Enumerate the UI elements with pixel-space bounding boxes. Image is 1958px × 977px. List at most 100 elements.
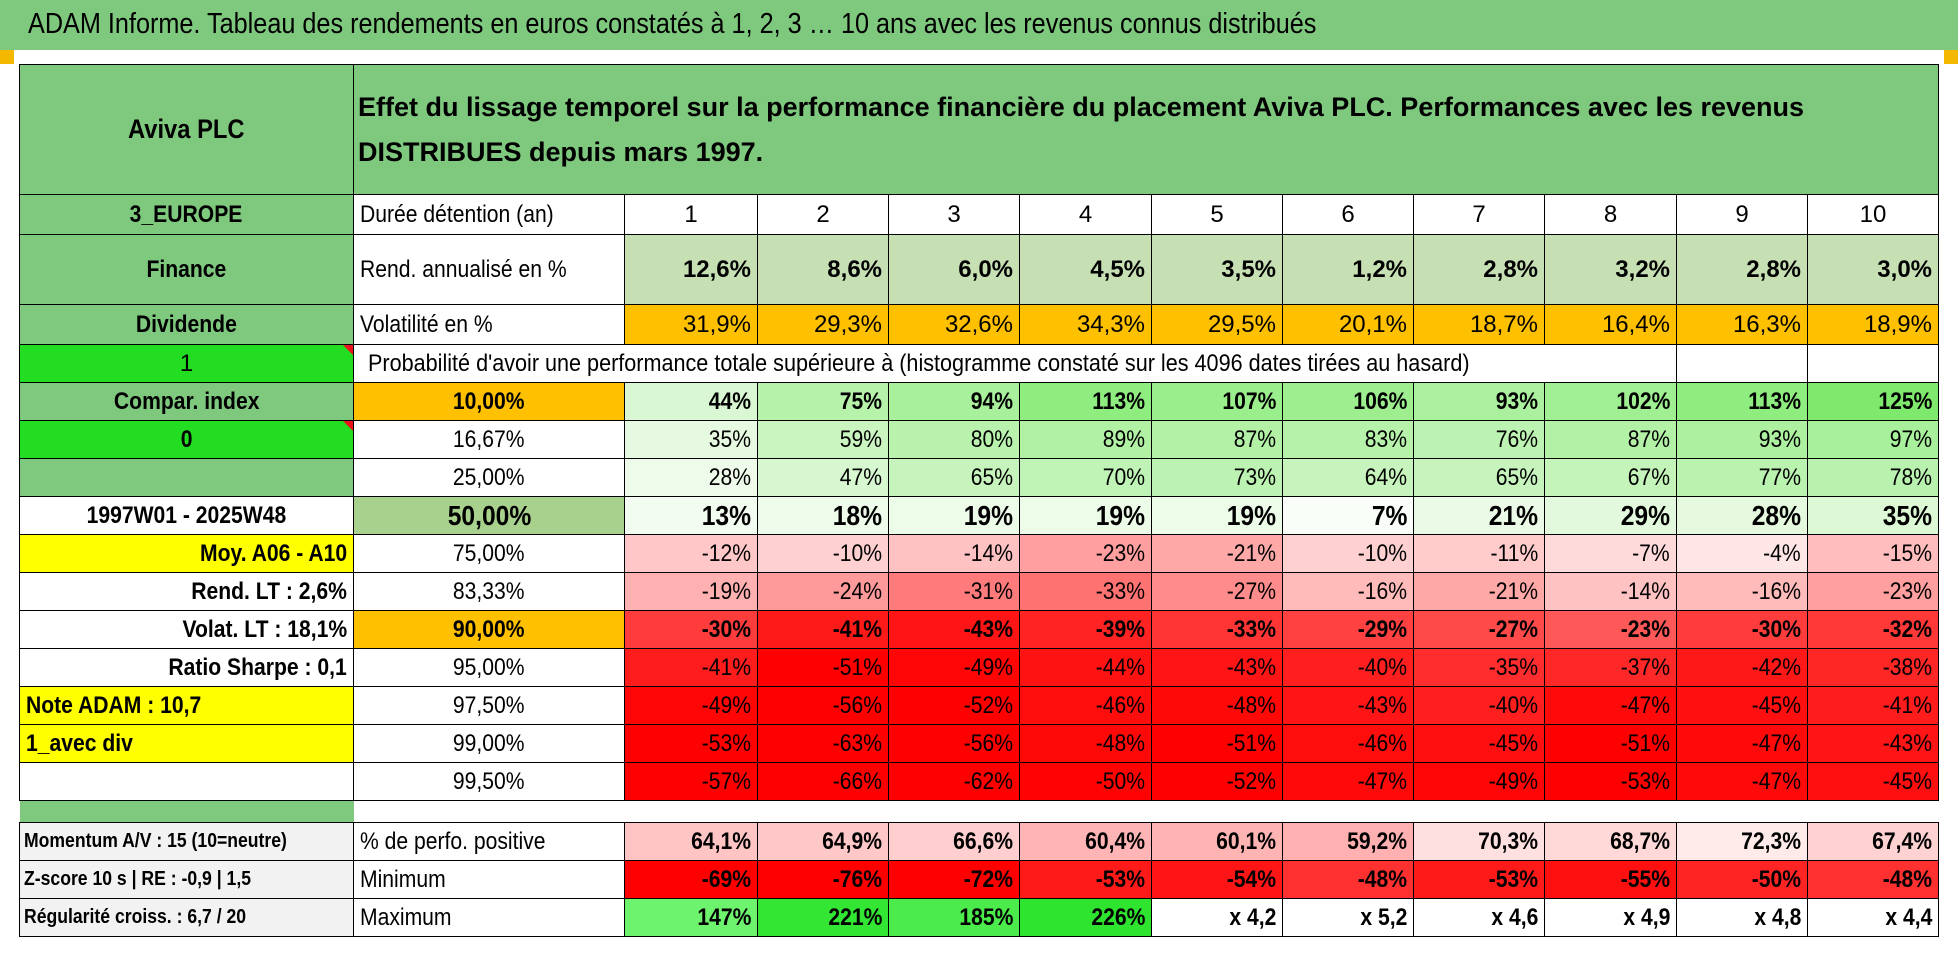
asset-name: Aviva PLC <box>19 64 354 195</box>
probability-value: -29% <box>1282 610 1414 649</box>
probability-value: 65% <box>888 458 1020 497</box>
probability-value: 89% <box>1019 420 1152 459</box>
probability-row: Note ADAM : 10,7 97,50% -49% -56% -52% -46% -4… <box>19 686 1939 725</box>
vol-value: 16,4% <box>1544 304 1677 345</box>
probability-value: -21% <box>1151 534 1283 573</box>
bottom-left-cell: Momentum A/V : 15 (10=neutre) <box>19 822 354 861</box>
compar-flag-cell[interactable]: 0 <box>19 420 354 459</box>
probability-value: 44% <box>624 382 758 421</box>
bottom-left-cell: Z-score 10 s | RE : -0,9 | 1,5 <box>19 860 354 899</box>
probability-value: -27% <box>1151 572 1283 611</box>
probability-value: -39% <box>1019 610 1152 649</box>
bottom-stat-row: Régularité croiss. : 6,7 / 20 Maximum 147%… <box>19 898 1939 937</box>
bottom-stat-value: -53% <box>1413 860 1545 899</box>
bottom-stat-value: -48% <box>1282 860 1414 899</box>
bottom-stat-value: -72% <box>888 860 1020 899</box>
year-header: 2 <box>757 194 889 235</box>
probability-value: 29% <box>1544 496 1677 535</box>
probability-value: -47% <box>1544 686 1677 725</box>
year-header: 10 <box>1807 194 1939 235</box>
probability-value: -16% <box>1282 572 1414 611</box>
probability-value: -23% <box>1019 534 1152 573</box>
probability-value: -12% <box>624 534 758 573</box>
bottom-label-cell: % de perfo. positive <box>353 822 625 861</box>
probability-value: -56% <box>757 686 889 725</box>
threshold-cell: 75,00% <box>353 534 625 573</box>
probability-value: -57% <box>624 762 758 801</box>
bottom-stat-value: 185% <box>888 898 1020 937</box>
performance-table: Aviva PLC Effet du lissage temporel sur … <box>19 64 1939 937</box>
bottom-stat-value: 59,2% <box>1282 822 1414 861</box>
threshold-cell: 95,00% <box>353 648 625 687</box>
probability-row: Compar. index 10,00% 44% 75% 94% 113% 107% 106%… <box>19 382 1939 421</box>
probability-value: 87% <box>1151 420 1283 459</box>
threshold-cell: 83,33% <box>353 572 625 611</box>
probability-value: 113% <box>1676 382 1808 421</box>
probability-value: 75% <box>757 382 889 421</box>
vol-value: 18,7% <box>1413 304 1545 345</box>
threshold-cell: 99,00% <box>353 724 625 763</box>
probability-value: 70% <box>1019 458 1152 497</box>
probability-value: -52% <box>1151 762 1283 801</box>
bottom-stat-value: x 4,9 <box>1544 898 1677 937</box>
probability-value: 65% <box>1413 458 1545 497</box>
vol-value: 34,3% <box>1019 304 1152 345</box>
probability-value: -47% <box>1676 724 1808 763</box>
probability-value: 19% <box>1151 496 1283 535</box>
probability-value: 93% <box>1676 420 1808 459</box>
probability-value: -21% <box>1413 572 1545 611</box>
probability-value: -49% <box>624 686 758 725</box>
probability-value: -43% <box>1807 724 1939 763</box>
rend-value: 3,0% <box>1807 234 1939 305</box>
probability-value: -42% <box>1676 648 1808 687</box>
probability-value: 78% <box>1807 458 1939 497</box>
threshold-cell: 16,67% <box>353 420 625 459</box>
probability-value: 64% <box>1282 458 1414 497</box>
vol-value: 31,9% <box>624 304 758 345</box>
probability-value: -23% <box>1807 572 1939 611</box>
bottom-stat-value: 72,3% <box>1676 822 1808 861</box>
bottom-label-cell: Maximum <box>353 898 625 937</box>
probability-row: Moy. A06 - A10 75,00% -12% -10% -14% -23% -21%… <box>19 534 1939 573</box>
bottom-left-cell: Régularité croiss. : 6,7 / 20 <box>19 898 354 937</box>
empty-cell <box>1676 344 1808 383</box>
probability-value: -53% <box>1544 762 1677 801</box>
year-header: 8 <box>1544 194 1677 235</box>
vol-value: 32,6% <box>888 304 1020 345</box>
corner-marker-left <box>0 50 14 64</box>
probability-value: 47% <box>757 458 889 497</box>
probability-value: -10% <box>1282 534 1414 573</box>
probability-value: -52% <box>888 686 1020 725</box>
probability-title: Probabilité d'avoir une performance tota… <box>353 344 1677 383</box>
bottom-stat-value: 226% <box>1019 898 1152 937</box>
bottom-stat-value: -54% <box>1151 860 1283 899</box>
probability-value: 80% <box>888 420 1020 459</box>
threshold-cell: 25,00% <box>353 458 625 497</box>
report-title: ADAM Informe. Tableau des rendements en … <box>28 8 1317 40</box>
probability-value: 19% <box>1019 496 1152 535</box>
probability-value: -33% <box>1151 610 1283 649</box>
probability-value: 28% <box>1676 496 1808 535</box>
probability-value: -23% <box>1544 610 1677 649</box>
index-flag-cell[interactable]: 1 <box>19 344 354 383</box>
probability-value: 93% <box>1413 382 1545 421</box>
probability-value: 87% <box>1544 420 1677 459</box>
probability-value: -47% <box>1282 762 1414 801</box>
probability-value: 94% <box>888 382 1020 421</box>
probability-value: -49% <box>888 648 1020 687</box>
bottom-stat-value: 60,4% <box>1019 822 1152 861</box>
probability-value: 77% <box>1676 458 1808 497</box>
threshold-cell: 97,50% <box>353 686 625 725</box>
probability-row: 25,00% 28% 47% 65% 70% 73% 64% 65% 67% 77% 78% <box>19 458 1939 497</box>
probability-row: Rend. LT : 2,6% 83,33% -19% -24% -31% -33% -27… <box>19 572 1939 611</box>
probability-value: -16% <box>1676 572 1808 611</box>
bottom-stat-value: 60,1% <box>1151 822 1283 861</box>
bottom-stat-row: Z-score 10 s | RE : -0,9 | 1,5 Minimum -69… <box>19 860 1939 899</box>
probability-value: -32% <box>1807 610 1939 649</box>
probability-value: 97% <box>1807 420 1939 459</box>
rend-value: 12,6% <box>624 234 758 305</box>
probability-value: -19% <box>624 572 758 611</box>
vol-value: 29,5% <box>1151 304 1283 345</box>
mode-cell: 1_avec div <box>19 724 354 763</box>
bottom-stat-value: x 4,8 <box>1676 898 1808 937</box>
